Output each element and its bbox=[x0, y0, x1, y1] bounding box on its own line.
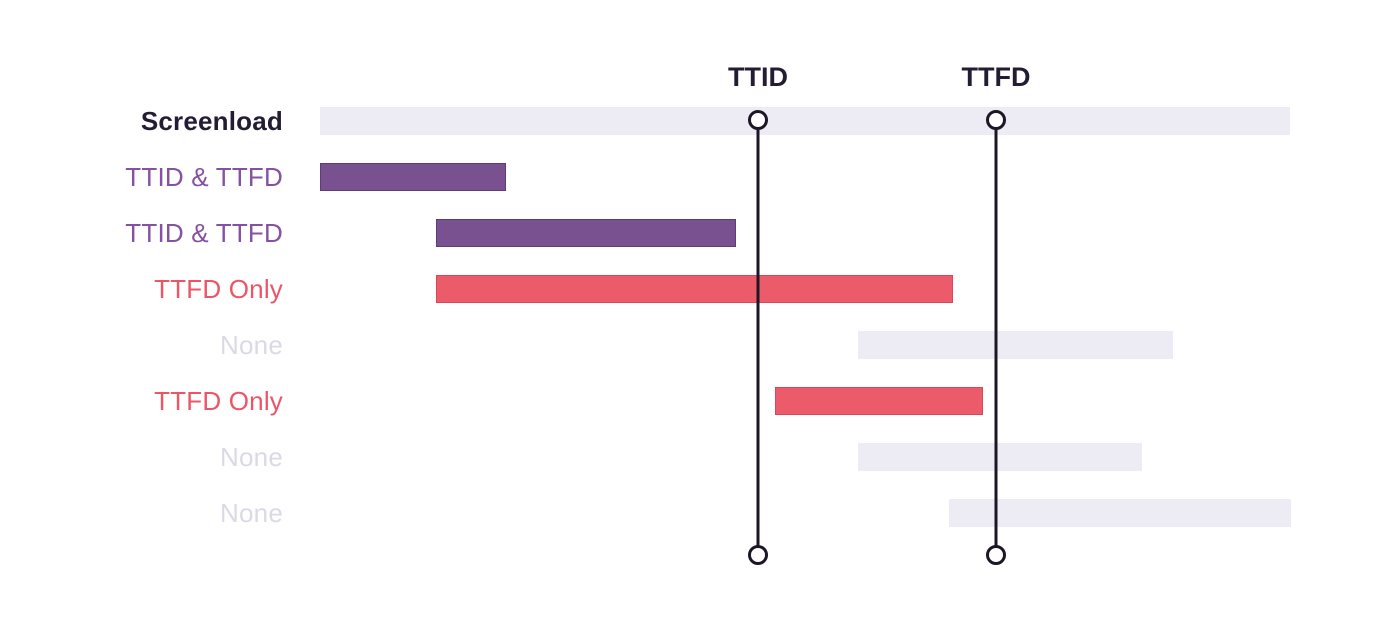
row-label-none-7: None bbox=[220, 498, 283, 528]
row-label-none-6: None bbox=[220, 442, 283, 472]
marker-circle-ttid-bottom bbox=[748, 545, 768, 565]
span-bar-ttfd-3 bbox=[436, 275, 953, 303]
span-bar-none-6 bbox=[858, 443, 1142, 471]
row-label-ttid-ttfd-2: TTID & TTFD bbox=[125, 218, 283, 248]
span-bar-none-4 bbox=[858, 331, 1173, 359]
marker-line-ttfd bbox=[994, 120, 998, 555]
marker-circle-ttfd-bottom bbox=[986, 545, 1006, 565]
span-bar-both-1 bbox=[320, 163, 506, 191]
marker-circle-ttid-top bbox=[748, 110, 768, 130]
row-label-ttfd-only-3: TTFD Only bbox=[154, 274, 283, 304]
span-bar-screenload-0 bbox=[320, 107, 1290, 135]
span-bar-both-2 bbox=[436, 219, 736, 247]
row-label-screenload-0: Screenload bbox=[140, 106, 283, 136]
marker-circle-ttfd-top bbox=[986, 110, 1006, 130]
row-label-ttfd-only-5: TTFD Only bbox=[154, 386, 283, 416]
row-label-ttid-ttfd-1: TTID & TTFD bbox=[125, 162, 283, 192]
marker-line-ttid bbox=[756, 120, 760, 555]
marker-label-ttid: TTID bbox=[728, 62, 788, 92]
span-bar-none-7 bbox=[949, 499, 1291, 527]
marker-label-ttfd: TTFD bbox=[961, 62, 1031, 92]
row-label-none-4: None bbox=[220, 330, 283, 360]
span-bar-ttfd-5 bbox=[775, 387, 983, 415]
